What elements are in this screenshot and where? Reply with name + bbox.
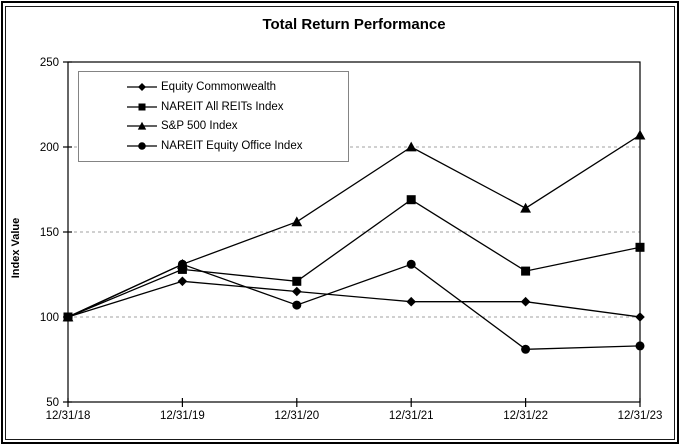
series-line-circle <box>67 263 641 350</box>
diamond-marker <box>635 312 645 322</box>
legend-item-equity-commonwealth: Equity Commonwealth <box>127 81 344 93</box>
legend-item-sp500: S&P 500 Index <box>127 120 344 132</box>
legend-item-nareit-all-reits: NAREIT All REITs Index <box>127 101 344 113</box>
square-marker <box>635 242 645 252</box>
x-tick-label: 12/31/19 <box>160 410 205 422</box>
x-tick-label: 12/31/20 <box>274 410 319 422</box>
circle-marker <box>521 344 531 354</box>
series-line-square <box>67 198 641 318</box>
y-axis-title: Index Value <box>10 217 22 279</box>
triangle-marker <box>634 129 646 140</box>
y-tick-label: 250 <box>40 57 59 69</box>
square-marker <box>406 195 416 205</box>
circle-marker <box>406 259 416 269</box>
diamond-marker <box>177 276 188 287</box>
legend-label: Equity Commonwealth <box>161 80 277 93</box>
legend: Equity Commonwealth NAREIT All REITs Ind… <box>78 71 349 162</box>
x-tick-label: 12/31/23 <box>618 410 663 422</box>
y-tick-label: 200 <box>40 142 59 154</box>
legend-label: NAREIT Equity Office Index <box>161 140 303 153</box>
diamond-marker <box>406 296 416 307</box>
square-marker <box>292 276 302 286</box>
series-line-diamond <box>67 280 641 318</box>
y-tick-label: 50 <box>46 397 59 409</box>
triangle-marker-icon <box>127 122 157 130</box>
circle-marker <box>635 341 645 351</box>
x-tick-label: 12/31/18 <box>46 410 91 422</box>
y-tick-label: 100 <box>40 312 59 324</box>
triangle-marker <box>520 202 531 213</box>
y-tick-label: 150 <box>40 227 59 239</box>
circle-marker-icon <box>127 142 157 150</box>
square-marker-icon <box>127 103 157 111</box>
legend-label: NAREIT All REITs Index <box>161 100 284 113</box>
legend-item-nareit-equity-office: NAREIT Equity Office Index <box>127 140 344 152</box>
square-marker <box>521 266 531 276</box>
diamond-marker <box>520 296 531 307</box>
circle-marker <box>292 300 302 310</box>
triangle-marker <box>405 141 417 152</box>
legend-label: S&P 500 Index <box>161 120 238 133</box>
circle-marker <box>63 312 73 322</box>
chart-title: Total Return Performance <box>262 16 446 33</box>
square-marker <box>177 264 187 274</box>
diamond-marker-icon <box>127 82 157 91</box>
x-tick-label: 12/31/21 <box>389 410 434 422</box>
circle-marker <box>177 259 187 269</box>
triangle-marker <box>291 216 303 227</box>
x-tick-label: 12/31/22 <box>503 410 548 422</box>
diamond-marker <box>292 286 302 297</box>
